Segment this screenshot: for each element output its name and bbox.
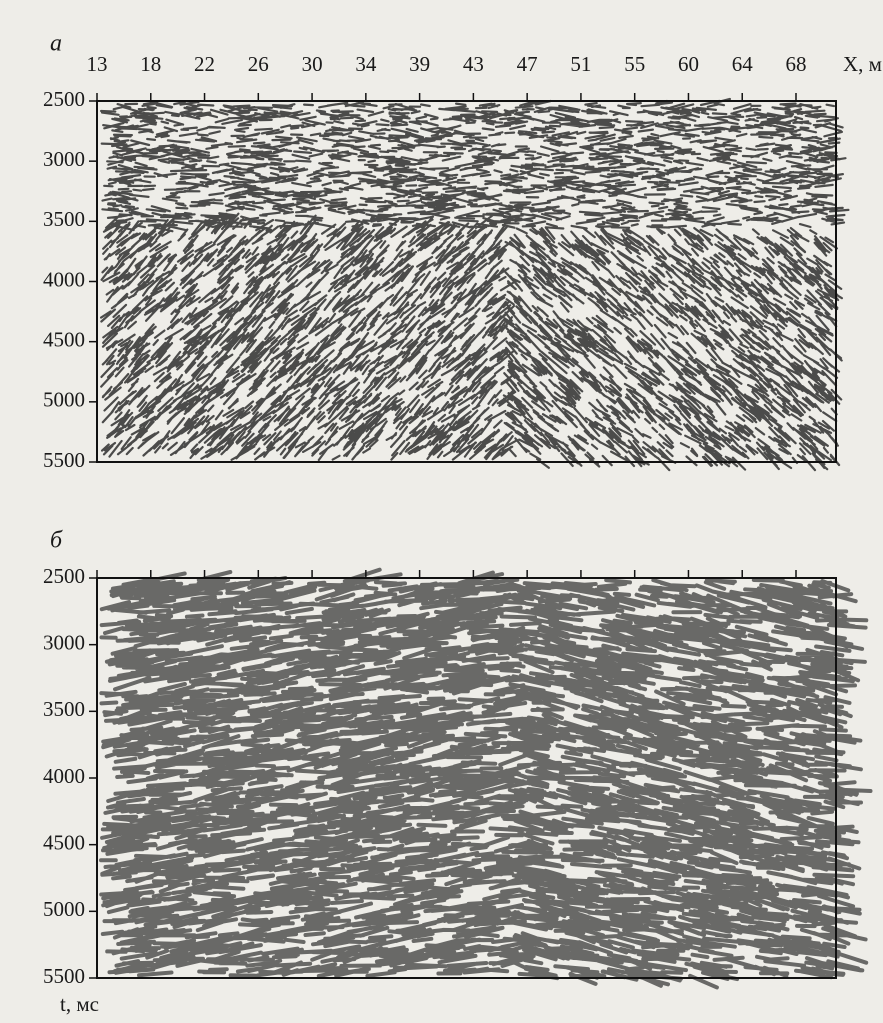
y-tick-label: 4000 (43, 267, 85, 291)
y-tick-label: 3500 (43, 697, 85, 721)
panel-label: а (50, 31, 62, 57)
x-tick-label: 43 (463, 52, 484, 76)
figure: а б X, м t, мс 2500 3000 3500 4000 4500 5000 5… (0, 0, 883, 1023)
y-tick-label: 4500 (43, 327, 85, 351)
y-tick-label: 5500 (43, 964, 85, 988)
y-tick-label: 5000 (43, 897, 85, 921)
x-tick-label: 64 (732, 52, 754, 76)
x-axis-label: X, м (843, 52, 882, 76)
y-tick-label: 4500 (43, 830, 85, 854)
y-axis-label: t, мс (60, 992, 99, 1016)
x-tick-label: 47 (517, 52, 538, 76)
y-tick-label: 3500 (43, 207, 85, 231)
x-tick-label: 51 (570, 52, 591, 76)
x-tick-label: 18 (140, 52, 161, 76)
x-tick-label: 60 (678, 52, 699, 76)
y-tick-label: 3000 (43, 630, 85, 654)
y-tick-label: 2500 (43, 87, 85, 111)
y-tick-label: 2500 (43, 564, 85, 588)
y-tick-label: 3000 (43, 147, 85, 171)
x-tick-label: 55 (624, 52, 645, 76)
x-tick-label: 30 (302, 52, 323, 76)
x-tick-label: 22 (194, 52, 215, 76)
x-tick-label: 26 (248, 52, 269, 76)
x-tick-label: 34 (355, 52, 377, 76)
x-tick-label: 39 (409, 52, 430, 76)
x-tick-label: 13 (87, 52, 108, 76)
panel-label: б (50, 528, 63, 554)
y-tick-label: 5500 (43, 448, 85, 472)
x-tick-label: 68 (786, 52, 807, 76)
y-tick-label: 5000 (43, 388, 85, 412)
y-tick-label: 4000 (43, 764, 85, 788)
